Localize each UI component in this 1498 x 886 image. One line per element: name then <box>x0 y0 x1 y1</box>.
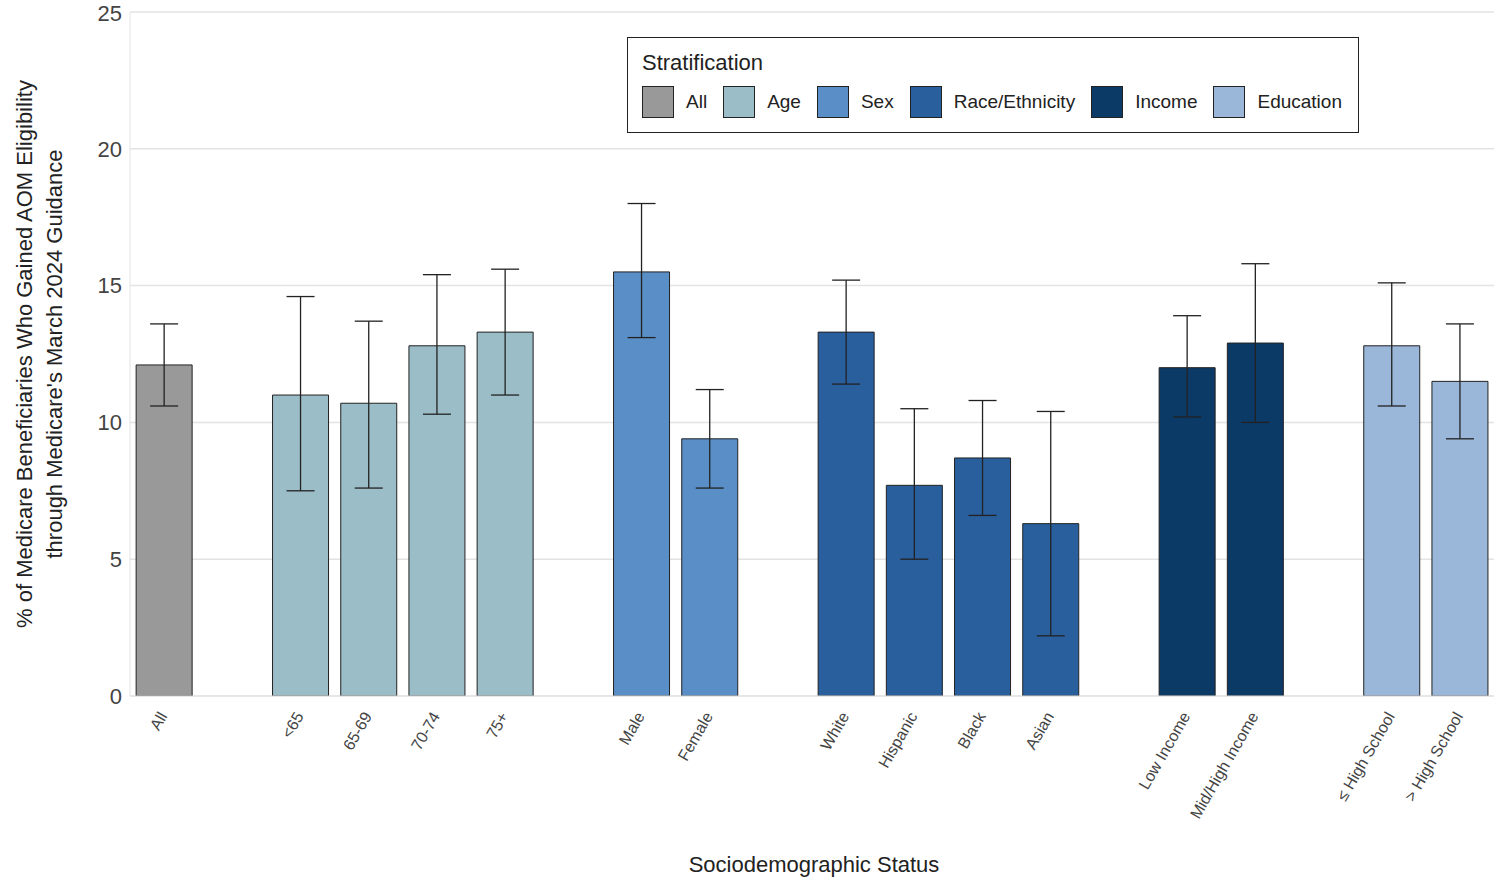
html-text:through Medicare's March 2024: through Medicare's March 2024 Guidance <box>42 149 67 558</box>
svg-text:Asian: Asian <box>1022 709 1057 752</box>
svg-text:Mid/High Income: Mid/High Income <box>1187 709 1262 822</box>
svg-text:White: White <box>817 709 852 753</box>
svg-text:10: 10 <box>98 410 122 435</box>
svg-text:20: 20 <box>98 137 122 162</box>
html-text:% of Medicare Beneficiaries Wh: % of Medicare Beneficiaries Who Gained A… <box>12 79 37 628</box>
svg-text:Female: Female <box>675 709 716 764</box>
html-text:Race/Ethnicity: Race/Ethnicity <box>953 91 1076 112</box>
html-text:Education: Education <box>1257 91 1342 112</box>
svg-text:5: 5 <box>110 547 122 572</box>
svg-text:All: All <box>147 709 171 733</box>
html-text:Sociodemographic Status: Sociodemographic Status <box>688 852 940 877</box>
svg-text:70-74: 70-74 <box>408 709 443 753</box>
svg-text:Hispanic: Hispanic <box>875 709 920 771</box>
svg-text:0: 0 <box>110 684 122 709</box>
svg-text:15: 15 <box>98 273 122 298</box>
svg-text:≤ High School: ≤ High School <box>1333 709 1397 804</box>
svg-text:> High School: > High School <box>1401 709 1466 804</box>
svg-text:25: 25 <box>98 1 122 26</box>
svg-text:<65: <65 <box>278 709 306 741</box>
html-text:All: All <box>686 91 708 112</box>
svg-text:Black: Black <box>954 708 989 751</box>
html-text:Age: Age <box>767 91 801 112</box>
svg-text:65-69: 65-69 <box>340 709 375 753</box>
html-text:Income: Income <box>1135 91 1198 112</box>
html-text:Sex: Sex <box>860 91 894 112</box>
svg-text:Male: Male <box>616 709 648 748</box>
svg-text:75+: 75+ <box>483 709 511 741</box>
html-text:Stratification: Stratification <box>642 50 764 75</box>
svg-text:Low Income: Low Income <box>1135 709 1193 792</box>
